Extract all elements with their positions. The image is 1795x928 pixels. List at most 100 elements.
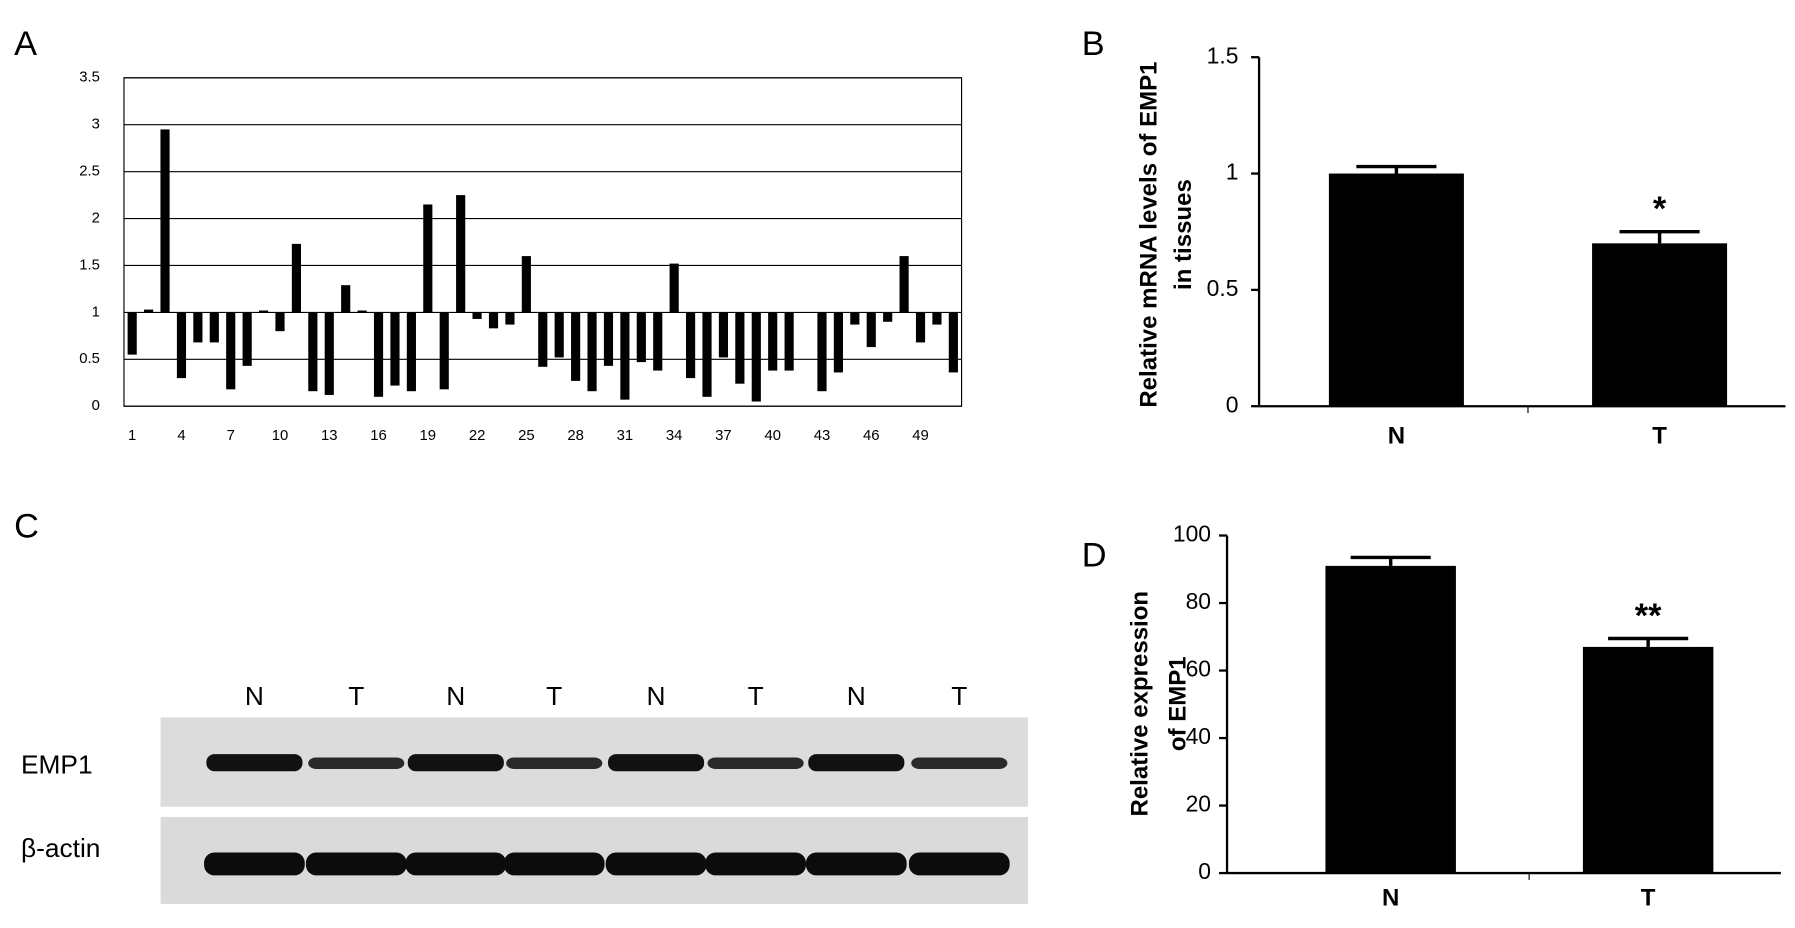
bar bbox=[768, 312, 778, 371]
band bbox=[805, 852, 907, 876]
band bbox=[808, 754, 905, 772]
lane-label: N bbox=[245, 681, 264, 711]
bar bbox=[817, 312, 827, 392]
bar bbox=[751, 312, 761, 402]
bar bbox=[390, 312, 400, 386]
panel-letter: C bbox=[14, 508, 39, 546]
y-tick-label: 3.5 bbox=[79, 70, 100, 86]
y-tick-label: 40 bbox=[1186, 723, 1211, 749]
lane-label: N bbox=[847, 681, 866, 711]
x-tick-label: 16 bbox=[370, 428, 387, 444]
x-tick-label: 10 bbox=[272, 428, 289, 444]
band bbox=[908, 852, 1010, 876]
band bbox=[206, 754, 303, 772]
x-tick-label: 31 bbox=[617, 428, 634, 444]
lane-label: T bbox=[348, 681, 364, 711]
bar bbox=[653, 312, 663, 371]
bar bbox=[800, 312, 811, 313]
bar bbox=[784, 312, 794, 371]
bar bbox=[456, 195, 466, 313]
y-tick-label: 0 bbox=[92, 398, 100, 414]
band bbox=[605, 852, 707, 876]
x-tick-label: 1 bbox=[128, 428, 136, 444]
x-tick-label: 49 bbox=[912, 428, 929, 444]
bar bbox=[373, 312, 384, 397]
y-tick-label: 20 bbox=[1186, 791, 1211, 817]
bar bbox=[538, 312, 548, 367]
band bbox=[911, 757, 1008, 769]
bar bbox=[209, 312, 219, 343]
bar bbox=[226, 312, 236, 390]
bar bbox=[1328, 173, 1464, 407]
bar bbox=[866, 312, 876, 348]
x-tick-label: 13 bbox=[321, 428, 338, 444]
x-tick-label: 34 bbox=[666, 428, 683, 444]
bar bbox=[554, 312, 564, 358]
x-tick-label: 40 bbox=[764, 428, 781, 444]
bar bbox=[406, 312, 416, 392]
bar bbox=[127, 312, 137, 355]
bar bbox=[258, 310, 269, 313]
y-tick-label: 2.5 bbox=[79, 164, 100, 180]
y-axis-label: Relative expression bbox=[1127, 591, 1154, 817]
band bbox=[506, 757, 603, 769]
panel-letter: B bbox=[1082, 25, 1105, 63]
bar bbox=[620, 312, 630, 400]
band bbox=[407, 754, 504, 772]
x-tick-label: T bbox=[1652, 422, 1667, 449]
significance: ** bbox=[1635, 597, 1662, 635]
bar bbox=[488, 312, 499, 329]
bar bbox=[144, 309, 154, 313]
lane-label: N bbox=[446, 681, 465, 711]
bar bbox=[341, 285, 351, 313]
band bbox=[305, 852, 407, 876]
band bbox=[503, 852, 605, 876]
panel-letter: D bbox=[1082, 536, 1107, 574]
panel-letter: A bbox=[14, 25, 37, 63]
bar bbox=[1592, 243, 1728, 407]
bar bbox=[686, 312, 696, 379]
lane-label: T bbox=[748, 681, 764, 711]
y-tick-label: 0.5 bbox=[1207, 275, 1239, 301]
bar bbox=[735, 312, 745, 384]
y-tick-label: 2 bbox=[92, 210, 100, 226]
bar bbox=[242, 312, 252, 366]
y-tick-label: 0.5 bbox=[79, 351, 100, 367]
x-tick-label: 46 bbox=[863, 428, 880, 444]
bar bbox=[702, 312, 712, 397]
bar bbox=[423, 204, 433, 313]
bar bbox=[357, 310, 367, 313]
band bbox=[204, 852, 305, 876]
bar bbox=[308, 312, 318, 392]
x-tick-label: 37 bbox=[715, 428, 732, 444]
bar bbox=[850, 312, 860, 325]
y-tick-label: 3 bbox=[92, 117, 100, 133]
y-tick-label: 60 bbox=[1186, 656, 1211, 682]
lane-label: T bbox=[546, 681, 562, 711]
bar bbox=[899, 256, 909, 313]
bar bbox=[275, 312, 285, 332]
lane-label: N bbox=[647, 681, 666, 711]
band bbox=[405, 852, 507, 876]
y-axis-label: Relative mRNA levels of EMP1 bbox=[1136, 62, 1163, 408]
band bbox=[608, 754, 705, 772]
bar bbox=[291, 243, 302, 313]
band bbox=[308, 757, 405, 769]
bar bbox=[521, 256, 531, 313]
row-label: EMP1 bbox=[21, 750, 93, 780]
y-axis-label: in tissues bbox=[1170, 179, 1197, 290]
y-axis-label: of EMP1 bbox=[1164, 656, 1191, 751]
x-tick-label: N bbox=[1388, 422, 1405, 449]
band bbox=[707, 757, 804, 769]
x-tick-label: T bbox=[1641, 885, 1656, 912]
band bbox=[705, 852, 806, 876]
bar bbox=[1325, 565, 1456, 874]
significance: * bbox=[1653, 190, 1667, 228]
y-tick-label: 1 bbox=[1226, 159, 1239, 185]
bar bbox=[324, 312, 334, 395]
bar bbox=[505, 312, 515, 325]
x-tick-label: N bbox=[1382, 885, 1399, 912]
y-tick-label: 0 bbox=[1226, 391, 1239, 417]
lane-label: T bbox=[951, 681, 967, 711]
